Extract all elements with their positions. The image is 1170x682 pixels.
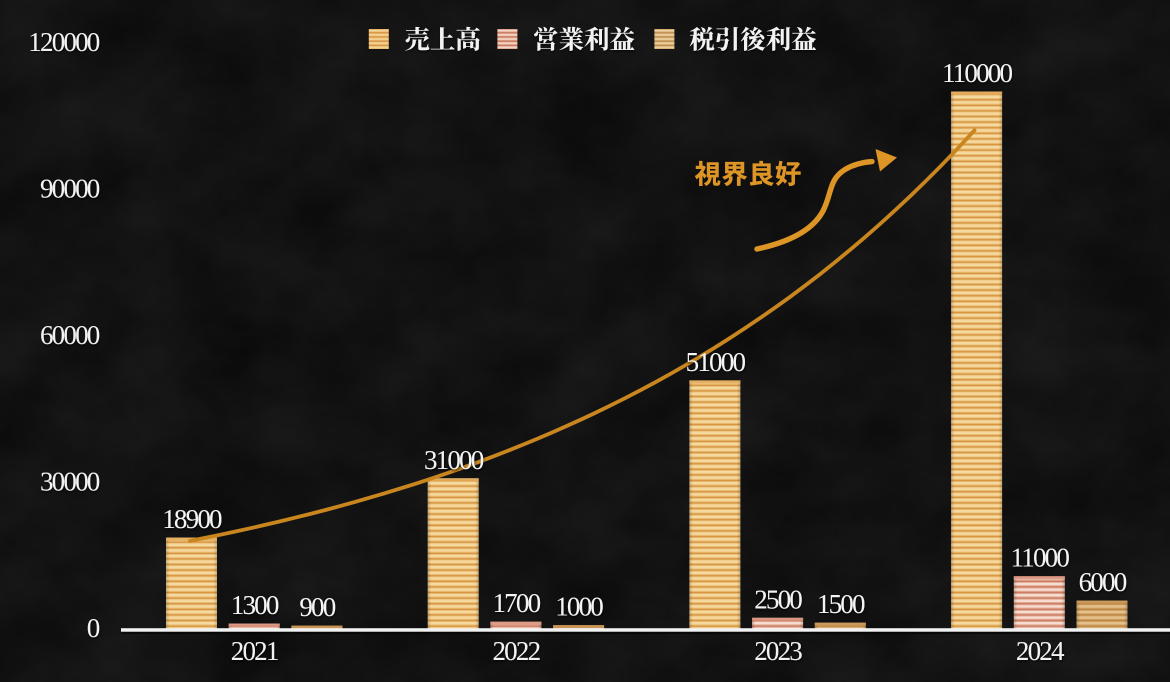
- svg-text:30000: 30000: [40, 466, 100, 496]
- svg-text:1700: 1700: [492, 588, 540, 618]
- svg-text:1300: 1300: [231, 590, 279, 620]
- svg-text:2022: 2022: [492, 636, 540, 666]
- svg-text:90000: 90000: [40, 173, 100, 203]
- svg-text:11000: 11000: [1011, 543, 1070, 573]
- svg-text:31000: 31000: [424, 445, 484, 475]
- svg-text:2024: 2024: [1016, 636, 1065, 666]
- svg-text:120000: 120000: [28, 27, 100, 57]
- svg-text:1000: 1000: [555, 592, 603, 622]
- svg-text:51000: 51000: [686, 347, 746, 377]
- svg-text:60000: 60000: [40, 320, 100, 350]
- svg-text:18900: 18900: [162, 504, 222, 534]
- svg-text:2023: 2023: [754, 636, 802, 666]
- svg-text:110000: 110000: [942, 58, 1012, 88]
- svg-text:2021: 2021: [231, 636, 278, 666]
- svg-text:1500: 1500: [817, 589, 865, 619]
- svg-text:900: 900: [299, 592, 335, 622]
- svg-text:6000: 6000: [1079, 567, 1127, 597]
- svg-text:0: 0: [87, 613, 100, 643]
- svg-text:2500: 2500: [754, 584, 802, 614]
